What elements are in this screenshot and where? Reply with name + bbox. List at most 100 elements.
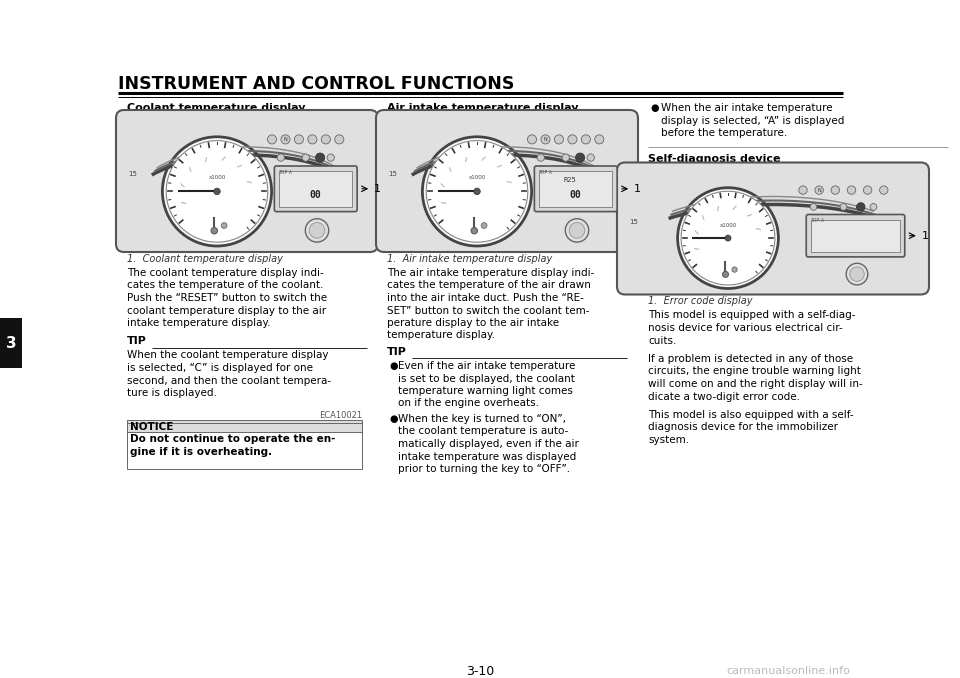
FancyBboxPatch shape — [617, 163, 929, 294]
Bar — [0, 318, 22, 368]
FancyBboxPatch shape — [535, 166, 617, 212]
Text: cates the temperature of the air drawn: cates the temperature of the air drawn — [387, 281, 590, 290]
Text: /: / — [506, 178, 512, 182]
Circle shape — [316, 153, 324, 162]
Text: 15: 15 — [388, 172, 396, 178]
Text: R25: R25 — [564, 178, 577, 184]
FancyBboxPatch shape — [127, 420, 362, 431]
Text: 1.  Air intake temperature display: 1. Air intake temperature display — [387, 254, 552, 264]
Text: temperature display.: temperature display. — [387, 330, 495, 340]
Text: /: / — [702, 216, 707, 220]
Text: prior to turning the key to “OFF”.: prior to turning the key to “OFF”. — [398, 464, 570, 474]
Circle shape — [309, 222, 324, 238]
Text: will come on and the right display will in-: will come on and the right display will … — [648, 379, 863, 389]
Text: This model is also equipped with a self-: This model is also equipped with a self- — [648, 410, 853, 420]
FancyBboxPatch shape — [116, 110, 378, 252]
Text: Even if the air intake temperature: Even if the air intake temperature — [398, 361, 575, 371]
Text: x1000: x1000 — [208, 175, 226, 180]
Text: /: / — [204, 157, 207, 162]
Text: is selected, “C” is displayed for one: is selected, “C” is displayed for one — [127, 363, 313, 373]
Text: cates the temperature of the coolant.: cates the temperature of the coolant. — [127, 281, 324, 290]
Text: dicate a two-digit error code.: dicate a two-digit error code. — [648, 391, 800, 401]
Circle shape — [582, 135, 590, 144]
Circle shape — [831, 186, 839, 195]
Text: second, and then the coolant tempera-: second, and then the coolant tempera- — [127, 376, 331, 386]
Circle shape — [305, 219, 328, 242]
Text: 1: 1 — [922, 231, 928, 241]
Text: ●: ● — [389, 414, 397, 424]
Text: /: / — [695, 231, 700, 234]
Text: TIP: TIP — [387, 347, 407, 357]
Text: system.: system. — [648, 435, 689, 445]
Text: /: / — [746, 212, 751, 217]
Text: the coolant temperature is auto-: the coolant temperature is auto- — [398, 426, 568, 437]
Text: 1: 1 — [374, 184, 381, 194]
Text: /: / — [755, 226, 760, 229]
Text: When the key is turned to “ON”,: When the key is turned to “ON”, — [398, 414, 566, 424]
Circle shape — [473, 188, 480, 195]
Circle shape — [481, 222, 487, 228]
Text: perature display to the air intake: perature display to the air intake — [387, 318, 559, 328]
Text: /: / — [481, 155, 485, 161]
Circle shape — [848, 186, 855, 195]
Text: /: / — [188, 167, 194, 172]
Text: /: / — [464, 157, 468, 162]
Circle shape — [211, 227, 218, 234]
Circle shape — [166, 140, 268, 242]
Text: matically displayed, even if the air: matically displayed, even if the air — [398, 439, 579, 449]
Circle shape — [815, 186, 824, 195]
Text: /: / — [696, 247, 702, 251]
Circle shape — [569, 222, 585, 238]
Text: carmanualsonline.info: carmanualsonline.info — [726, 666, 850, 676]
Text: into the air intake duct. Push the “RE-: into the air intake duct. Push the “RE- — [387, 293, 584, 303]
Text: When the air intake temperature: When the air intake temperature — [661, 103, 832, 113]
Circle shape — [595, 135, 604, 144]
Text: TRP A: TRP A — [278, 170, 293, 175]
Text: SET” button to switch the coolant tem-: SET” button to switch the coolant tem- — [387, 306, 589, 315]
Text: INSTRUMENT AND CONTROL FUNCTIONS: INSTRUMENT AND CONTROL FUNCTIONS — [118, 75, 515, 93]
Text: The air intake temperature display indi-: The air intake temperature display indi- — [387, 268, 594, 278]
Text: If a problem is detected in any of those: If a problem is detected in any of those — [648, 354, 853, 364]
Text: Push the “RESET” button to switch the: Push the “RESET” button to switch the — [127, 293, 327, 303]
Text: gine if it is overheating.: gine if it is overheating. — [130, 447, 272, 457]
FancyBboxPatch shape — [279, 171, 352, 207]
Text: /: / — [236, 163, 241, 168]
Circle shape — [335, 135, 344, 144]
Text: /: / — [496, 163, 501, 168]
Circle shape — [732, 267, 737, 273]
Text: /: / — [715, 206, 719, 212]
Text: /: / — [448, 167, 454, 172]
Text: is set to be displayed, the coolant: is set to be displayed, the coolant — [398, 374, 575, 384]
Text: N: N — [817, 188, 821, 193]
Text: intake temperature was displayed: intake temperature was displayed — [398, 452, 576, 462]
Text: 1.  Error code display: 1. Error code display — [648, 296, 753, 306]
Text: circuits, the engine trouble warning light: circuits, the engine trouble warning lig… — [648, 367, 861, 376]
Text: coolant temperature display to the air: coolant temperature display to the air — [127, 306, 326, 315]
Text: ●: ● — [650, 103, 659, 113]
Circle shape — [277, 154, 284, 161]
Circle shape — [162, 137, 272, 246]
Circle shape — [295, 135, 303, 144]
Circle shape — [870, 203, 876, 210]
Text: 15: 15 — [629, 220, 637, 226]
Circle shape — [537, 154, 544, 161]
Text: x1000: x1000 — [719, 223, 736, 228]
Text: TRP A: TRP A — [810, 218, 825, 224]
Text: /: / — [732, 205, 735, 210]
Text: TIP: TIP — [127, 336, 147, 346]
Text: 1: 1 — [635, 184, 641, 194]
Text: display is selected, “A” is displayed: display is selected, “A” is displayed — [661, 115, 845, 125]
Circle shape — [856, 203, 865, 211]
Text: Air intake temperature display: Air intake temperature display — [387, 103, 579, 113]
Circle shape — [840, 203, 847, 210]
Text: When the coolant temperature display: When the coolant temperature display — [127, 351, 328, 361]
Text: /: / — [443, 201, 448, 205]
Text: cuits.: cuits. — [648, 336, 677, 346]
FancyBboxPatch shape — [275, 166, 357, 212]
Text: N: N — [543, 137, 547, 142]
Text: x1000: x1000 — [468, 175, 486, 180]
Text: This model is equipped with a self-diag-: This model is equipped with a self-diag- — [648, 311, 855, 321]
Circle shape — [682, 191, 775, 285]
Text: TRP A: TRP A — [539, 170, 553, 175]
Text: on if the engine overheats.: on if the engine overheats. — [398, 399, 539, 409]
